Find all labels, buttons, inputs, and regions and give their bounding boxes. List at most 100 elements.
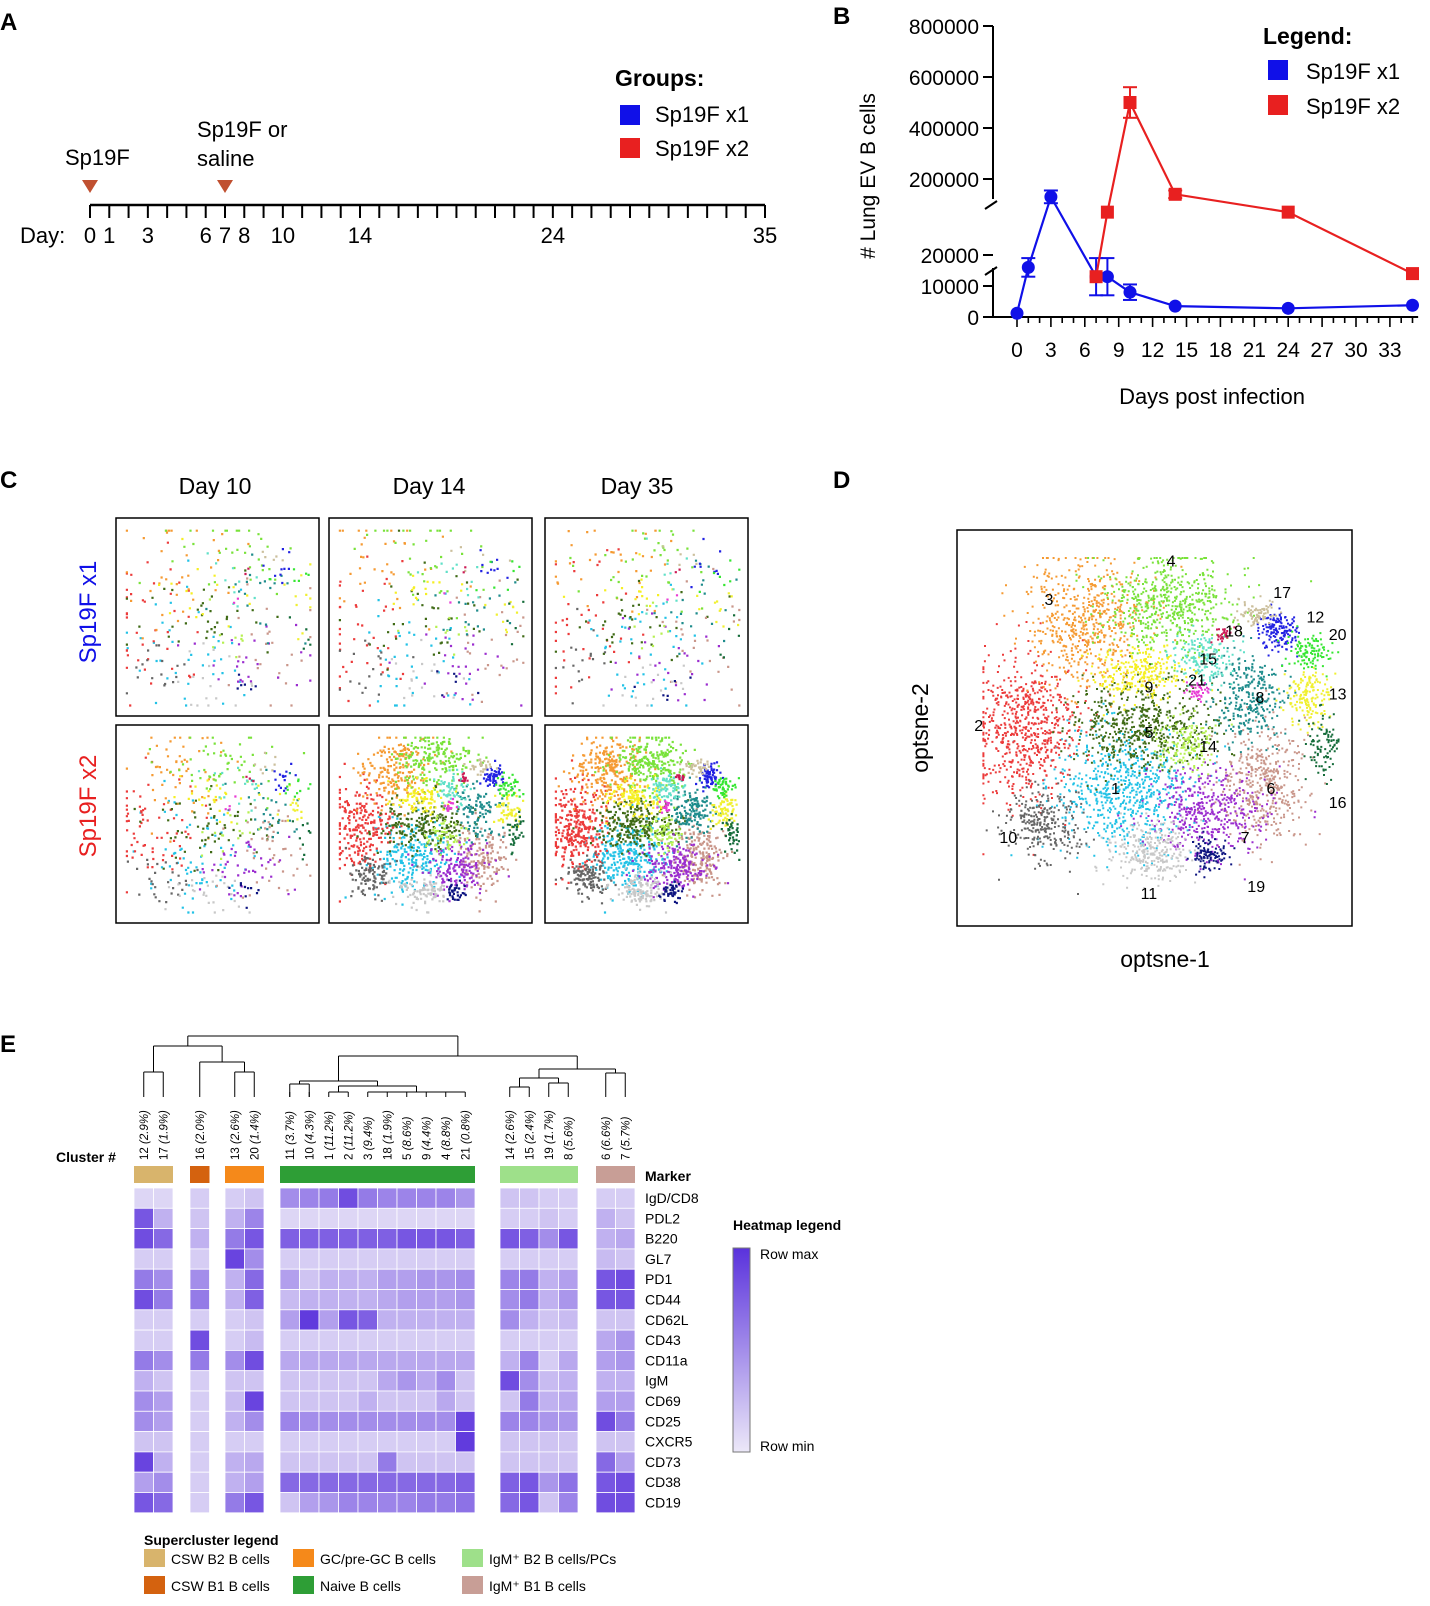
e-heatmap-cell (396, 1350, 417, 1372)
tsne-cluster-points (273, 762, 297, 792)
e-heatmap-cell (396, 1228, 417, 1250)
e-heatmap-cell (299, 1431, 320, 1453)
e-heatmap-cell (279, 1329, 300, 1351)
d-cluster-label: 20 (1329, 627, 1347, 644)
e-heatmap-cell (133, 1187, 154, 1209)
e-heatmap-cell (615, 1187, 636, 1209)
e-heatmap-cell (455, 1187, 476, 1209)
e-heatmap-cell (455, 1248, 476, 1270)
e-marker-label: Marker (645, 1168, 691, 1184)
e-heatmap-cell (357, 1492, 378, 1514)
e-heatmap-cell (538, 1329, 559, 1351)
tsne-cluster-points (445, 779, 514, 844)
e-heatmap-cell (224, 1248, 245, 1270)
e-heatmap-cell (338, 1471, 359, 1493)
c-col-day35: Day 35 (601, 473, 674, 499)
e-heatmap-cell (435, 1350, 456, 1372)
e-heatmap-cell (499, 1207, 520, 1230)
e-heatmap-cell (416, 1187, 437, 1209)
tsne-cluster-points (698, 559, 741, 593)
e-heatmap-cell (615, 1390, 636, 1412)
e-supercluster-swatch (462, 1576, 483, 1594)
e-supercluster-bar (134, 1166, 635, 1183)
e-heatmap-cell (357, 1451, 378, 1473)
e-heatmap-cell (538, 1410, 559, 1433)
e-heatmap-cell (244, 1431, 265, 1453)
e-heatmap-cell (133, 1431, 154, 1453)
e-heatmap-cell (435, 1268, 456, 1290)
e-heatmap-cell (279, 1228, 300, 1250)
d-cluster-label: 3 (1045, 592, 1054, 609)
e-heatmap-cell (133, 1350, 154, 1372)
e-heatmap-cell (538, 1289, 559, 1311)
day-tick-label: 10 (271, 223, 295, 248)
e-heatmap-cell (519, 1350, 540, 1372)
e-heatmap-cell (538, 1248, 559, 1270)
tsne-cluster-points (1233, 595, 1282, 629)
e-heatmap-cell (318, 1228, 339, 1250)
tsne-cluster-points (233, 597, 239, 604)
e-supercluster-block (134, 1166, 173, 1183)
e-heatmap-cell (189, 1471, 210, 1493)
b-xtick-label: 24 (1277, 339, 1301, 362)
e-heatmap-cell (299, 1370, 320, 1392)
tsne-cluster-points (444, 797, 458, 812)
e-heatmap-cell (279, 1390, 300, 1412)
b-point (1123, 96, 1137, 109)
e-heatmap-cell (357, 1410, 378, 1433)
e-marker-row-label: CXCR5 (645, 1434, 693, 1450)
e-heatmap-cell (189, 1268, 210, 1290)
e-heatmap-cell (558, 1187, 579, 1209)
e-heatmap-cell (357, 1431, 378, 1453)
e-heatmap-cell (299, 1350, 320, 1372)
e-heatmap-cell (538, 1451, 559, 1473)
e-heatmap-cell (519, 1410, 540, 1433)
e-heatmap-cell (416, 1309, 437, 1331)
e-heatmap-cell (338, 1289, 359, 1311)
e-heatmap-cell (416, 1207, 437, 1230)
e-supercluster-legend-label: CSW B1 B cells (171, 1578, 270, 1594)
day-tick-label: 35 (753, 223, 777, 248)
e-heatmap-cell (595, 1492, 616, 1514)
e-heatmap-cell (396, 1431, 417, 1453)
e-heatmap-cell (133, 1410, 154, 1433)
b-xtick-label: 6 (1079, 339, 1091, 362)
e-cluster-col-label: 11 (3.7%) (285, 1111, 297, 1160)
e-heatmap-cell (538, 1228, 559, 1250)
e-heatmap-cell (615, 1329, 636, 1351)
e-heatmap-cell (416, 1370, 437, 1392)
e-heatmap-cell (615, 1451, 636, 1473)
c-row-x1: Sp19F x1 (75, 561, 102, 664)
e-heatmap-cell (244, 1370, 265, 1392)
e-heatmap-cell (615, 1228, 636, 1250)
panel-b: B # Lung EV B cells Days post infection … (833, 3, 1419, 409)
d-cluster-label: 16 (1329, 795, 1347, 812)
e-heatmap-cell (538, 1431, 559, 1453)
e-heatmap-cell (416, 1228, 437, 1250)
e-heatmap-cell (377, 1410, 398, 1433)
b-axis-break (984, 200, 998, 210)
c-col-day10: Day 10 (179, 473, 252, 499)
b-xtick-label: 12 (1141, 339, 1164, 362)
e-heatmap-cell (133, 1207, 154, 1230)
e-heatmap-cell (558, 1309, 579, 1331)
e-heatmap-cell (189, 1289, 210, 1311)
timeline-axis (89, 203, 766, 218)
tsne-cluster-points (656, 800, 671, 814)
e-heatmap-cell (318, 1410, 339, 1433)
e-heatmap-cell (224, 1390, 245, 1412)
tsne-cluster-points (581, 803, 676, 914)
e-heatmap-cell (455, 1228, 476, 1250)
tsne-cluster-points (625, 833, 730, 899)
e-heatmap-cell (519, 1207, 540, 1230)
e-heatmap-cell (318, 1207, 339, 1230)
e-heatmap-cell (595, 1309, 616, 1331)
e-supercluster-legend-label: Naive B cells (320, 1578, 401, 1594)
e-supercluster-legend-label: CSW B2 B cells (171, 1551, 270, 1567)
e-heatmap-cell (455, 1370, 476, 1392)
e-heatmap-cell (338, 1431, 359, 1453)
e-heatmap-cell (153, 1350, 174, 1372)
e-heatmap-cell (377, 1451, 398, 1473)
e-heatmap-cell (318, 1309, 339, 1331)
